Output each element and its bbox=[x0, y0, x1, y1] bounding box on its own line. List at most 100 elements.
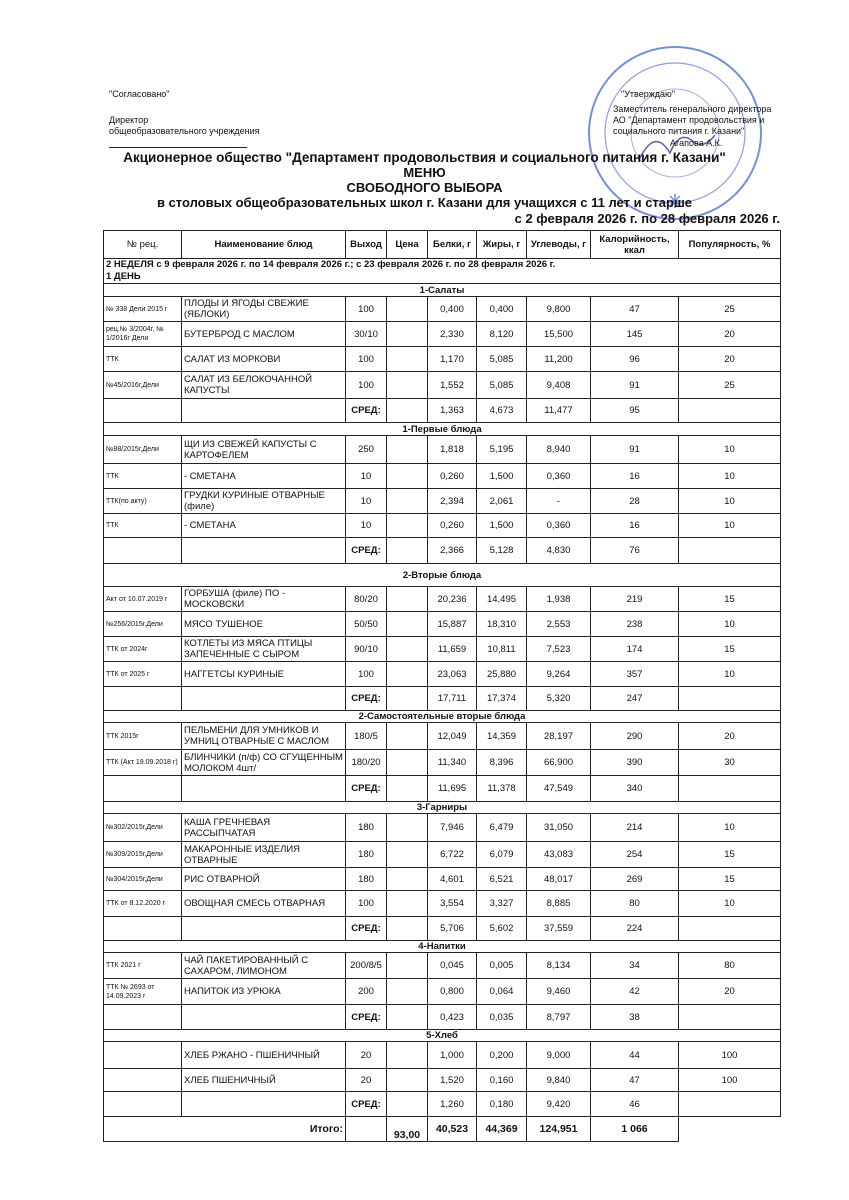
price bbox=[386, 321, 428, 347]
popularity: 10 bbox=[678, 463, 781, 489]
average-label: СРЕД: bbox=[345, 1091, 387, 1117]
approver-position-3: социального питания г. Казани" bbox=[613, 126, 745, 136]
average-label: СРЕД: bbox=[345, 686, 387, 711]
calories: 174 bbox=[590, 636, 679, 662]
protein: 1,552 bbox=[427, 371, 477, 399]
protein: 3,554 bbox=[427, 890, 477, 917]
average-protein: 5,706 bbox=[427, 916, 477, 941]
recipe-number: ТТК № 2693 от 14.09.2023 г bbox=[103, 978, 182, 1005]
carbs: 15,500 bbox=[526, 321, 591, 347]
average-row: СРЕД: 2,366 5,128 4,830 76 bbox=[103, 537, 781, 564]
fat: 0,400 bbox=[476, 296, 527, 322]
portion-output: 180 bbox=[345, 841, 387, 868]
price bbox=[386, 661, 428, 687]
average-row: СРЕД: 11,695 11,378 47,549 340 bbox=[103, 775, 781, 802]
popularity: 100 bbox=[678, 1068, 781, 1092]
portion-output: 80/20 bbox=[345, 586, 387, 612]
fat: 6,079 bbox=[476, 841, 527, 868]
portion-output: 100 bbox=[345, 890, 387, 917]
column-header: Углеводы, г bbox=[526, 230, 591, 259]
recipe-number: рец.№ 3/2004г, № 1/2016г Дели bbox=[103, 321, 182, 347]
popularity: 15 bbox=[678, 841, 781, 868]
menu-item-row: ТТК от 2025 г НАГГЕТСЫ КУРИНЫЕ 100 23,063 25… bbox=[103, 661, 781, 687]
total-carbs: 124,951 bbox=[526, 1116, 591, 1142]
average-label: СРЕД: bbox=[345, 1004, 387, 1030]
section-title: 3-Гарниры bbox=[103, 801, 781, 814]
popularity: 10 bbox=[678, 813, 781, 842]
total-price: 93,00 bbox=[386, 1116, 428, 1142]
carbs: 8,940 bbox=[526, 435, 591, 464]
recipe-number: №88/2015г,Дели bbox=[103, 435, 182, 464]
total-label: Итого: bbox=[103, 1116, 346, 1142]
carbs: 28,197 bbox=[526, 722, 591, 750]
section-header-row: 2-Вторые блюда bbox=[103, 563, 781, 587]
protein: 1,170 bbox=[427, 346, 477, 372]
section-title: 2-Вторые блюда bbox=[103, 563, 781, 587]
average-fat: 4,673 bbox=[476, 398, 527, 423]
agreed-label: "Согласовано" bbox=[109, 89, 170, 99]
empty-cell bbox=[678, 916, 781, 941]
carbs: 11,200 bbox=[526, 346, 591, 372]
fat: 0,200 bbox=[476, 1041, 527, 1069]
portion-output: 100 bbox=[345, 346, 387, 372]
recipe-number: № 338 Дели 2015 г bbox=[103, 296, 182, 322]
average-protein: 0,423 bbox=[427, 1004, 477, 1030]
recipe-number bbox=[103, 1068, 182, 1092]
protein: 1,818 bbox=[427, 435, 477, 464]
average-label: СРЕД: bbox=[345, 775, 387, 802]
fat: 6,521 bbox=[476, 867, 527, 891]
average-calories: 247 bbox=[590, 686, 679, 711]
column-header: Калорийность, ккал bbox=[590, 230, 679, 259]
carbs: 9,800 bbox=[526, 296, 591, 322]
menu-item-row: ТТК 2015г ПЕЛЬМЕНИ ДЛЯ УМНИКОВ И УМНИЦ ОТ… bbox=[103, 722, 781, 750]
dish-name: - СМЕТАНА bbox=[181, 463, 346, 489]
portion-output: 100 bbox=[345, 296, 387, 322]
average-calories: 95 bbox=[590, 398, 679, 423]
average-row: СРЕД: 17,711 17,374 5,320 247 bbox=[103, 686, 781, 711]
average-fat: 11,378 bbox=[476, 775, 527, 802]
recipe-number: ТТК (Акт 19.09.2018 г) bbox=[103, 749, 182, 776]
dish-name: ХЛЕБ ПШЕНИЧНЫЙ bbox=[181, 1068, 346, 1092]
average-fat: 5,602 bbox=[476, 916, 527, 941]
empty-cell bbox=[678, 1091, 781, 1117]
price bbox=[386, 398, 428, 423]
recipe-number: Акт от 10.07.2019 г bbox=[103, 586, 182, 612]
portion-output: 180/20 bbox=[345, 749, 387, 776]
protein: 6,722 bbox=[427, 841, 477, 868]
subtitle: в столовых общеобразовательных школ г. К… bbox=[156, 195, 693, 210]
calories: 269 bbox=[590, 867, 679, 891]
section-header-row: 2-Самостоятельные вторые блюда bbox=[103, 710, 781, 723]
section-header-row: 3-Гарниры bbox=[103, 801, 781, 814]
average-protein: 2,366 bbox=[427, 537, 477, 564]
popularity: 20 bbox=[678, 321, 781, 347]
menu-item-row: №304/2015г,Дели РИС ОТВАРНОЙ 180 4,601 6,521… bbox=[103, 867, 781, 891]
fat: 6,479 bbox=[476, 813, 527, 842]
price bbox=[386, 722, 428, 750]
dish-name: ПЛОДЫ И ЯГОДЫ СВЕЖИЕ (ЯБЛОКИ) bbox=[181, 296, 346, 322]
price bbox=[386, 346, 428, 372]
average-fat: 5,128 bbox=[476, 537, 527, 564]
dish-name: БУТЕРБРОД С МАСЛОМ bbox=[181, 321, 346, 347]
fat: 3,327 bbox=[476, 890, 527, 917]
menu-item-row: рец.№ 3/2004г, № 1/2016г Дели БУТЕРБРОД С… bbox=[103, 321, 781, 347]
calories: 145 bbox=[590, 321, 679, 347]
calories: 219 bbox=[590, 586, 679, 612]
total-row: Итого: 93,00 40,523 44,369 124,951 1 066 bbox=[103, 1116, 781, 1142]
popularity: 100 bbox=[678, 1041, 781, 1069]
protein: 2,394 bbox=[427, 488, 477, 514]
menu-item-row: ХЛЕБ ПШЕНИЧНЫЙ 20 1,520 0,160 9,840 47 100 bbox=[103, 1068, 781, 1092]
average-fat: 0,035 bbox=[476, 1004, 527, 1030]
column-header: № рец. bbox=[103, 230, 182, 259]
carbs: 9,840 bbox=[526, 1068, 591, 1092]
recipe-number: ТТК bbox=[103, 513, 182, 538]
carbs: 43,083 bbox=[526, 841, 591, 868]
average-carbs: 4,830 bbox=[526, 537, 591, 564]
protein: 20,236 bbox=[427, 586, 477, 612]
average-calories: 46 bbox=[590, 1091, 679, 1117]
section-title: 1-Первые блюда bbox=[103, 422, 781, 436]
institution-label: общеобразовательного учреждения bbox=[109, 126, 260, 136]
price bbox=[386, 611, 428, 637]
dish-name: МАКАРОННЫЕ ИЗДЕЛИЯ ОТВАРНЫЕ bbox=[181, 841, 346, 868]
total-calories: 1 066 bbox=[590, 1116, 679, 1142]
protein: 0,260 bbox=[427, 463, 477, 489]
